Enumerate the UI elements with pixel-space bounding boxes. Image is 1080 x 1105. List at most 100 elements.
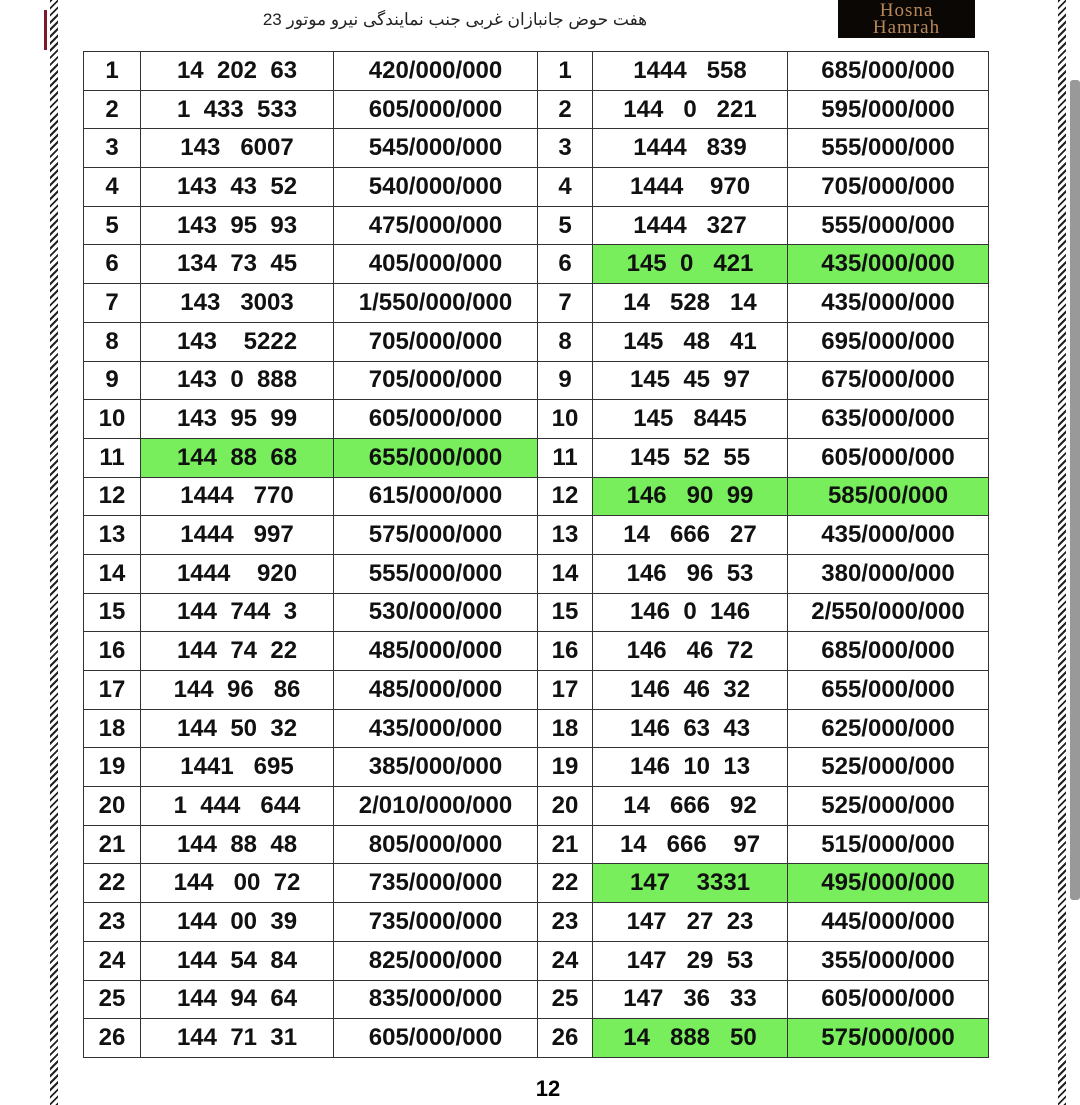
left-plate-number: 144 88 68: [140, 437, 334, 478]
left-plate-number: 144 74 22: [140, 631, 334, 671]
right-plate-number: 14 528 14: [592, 283, 788, 323]
left-price: 530/000/000: [333, 592, 538, 633]
right-plate-number: 146 0 146: [592, 592, 788, 633]
left-price: 485/000/000: [333, 631, 538, 671]
right-row-number: 10: [537, 399, 593, 439]
left-row-number: 24: [83, 940, 141, 981]
table-row: 22 144 00 72 735/000/000 22 147 3331 495/000/…: [83, 863, 989, 904]
right-plate-number: 146 63 43: [592, 708, 788, 749]
table-row: 12 1444 770 615/000/000 12 146 90 99 585/00/0…: [83, 476, 989, 517]
right-plate-number: 145 45 97: [592, 360, 788, 401]
right-plate-number: 147 29 53: [592, 940, 788, 981]
left-plate-number: 1 433 533: [140, 89, 334, 130]
left-price: 385/000/000: [333, 747, 538, 788]
left-plate-number: 144 744 3: [140, 592, 334, 633]
left-plate-number: 1 444 644: [140, 786, 334, 826]
right-row-number: 13: [537, 515, 593, 555]
right-plate-number: 146 10 13: [592, 747, 788, 788]
price-table: 1 14 202 63 420/000/000 1 1444 558 685/000/00…: [83, 51, 989, 1058]
table-row: 1 14 202 63 420/000/000 1 1444 558 685/000/00…: [83, 51, 989, 91]
right-border: [1058, 0, 1066, 1105]
right-price: 605/000/000: [787, 979, 989, 1020]
left-price: 545/000/000: [333, 128, 538, 169]
left-plate-number: 134 73 45: [140, 244, 334, 285]
left-price: 605/000/000: [333, 89, 538, 130]
left-row-number: 25: [83, 979, 141, 1020]
right-plate-number: 145 52 55: [592, 437, 788, 478]
right-price: 695/000/000: [787, 321, 989, 362]
right-row-number: 14: [537, 553, 593, 594]
left-plate-number: 143 6007: [140, 128, 334, 169]
right-row-number: 24: [537, 940, 593, 981]
right-plate-number: 1444 558: [592, 51, 788, 91]
left-row-number: 26: [83, 1018, 141, 1058]
left-price: 835/000/000: [333, 979, 538, 1020]
left-plate-number: 144 94 64: [140, 979, 334, 1020]
right-price: 525/000/000: [787, 786, 989, 826]
right-row-number: 26: [537, 1018, 593, 1058]
right-row-number: 9: [537, 360, 593, 401]
left-price: 405/000/000: [333, 244, 538, 285]
left-price: 575/000/000: [333, 515, 538, 555]
right-price: 355/000/000: [787, 940, 989, 981]
right-price: 605/000/000: [787, 437, 989, 478]
left-price: 735/000/000: [333, 863, 538, 904]
right-price: 585/00/000: [787, 476, 989, 517]
right-row-number: 15: [537, 592, 593, 633]
right-price: 685/000/000: [787, 631, 989, 671]
right-row-number: 20: [537, 786, 593, 826]
table-row: 18 144 50 32 435/000/000 18 146 63 43 625/000…: [83, 708, 989, 749]
left-plate-number: 144 54 84: [140, 940, 334, 981]
right-price: 595/000/000: [787, 89, 989, 130]
right-price: 655/000/000: [787, 670, 989, 710]
left-plate-number: 143 0 888: [140, 360, 334, 401]
right-plate-number: 147 27 23: [592, 902, 788, 942]
left-row-number: 2: [83, 89, 141, 130]
right-row-number: 8: [537, 321, 593, 362]
right-price: 445/000/000: [787, 902, 989, 942]
left-border: [50, 0, 58, 1105]
table-row: 19 1441 695 385/000/000 19 146 10 13 525/000/…: [83, 747, 989, 788]
left-row-number: 19: [83, 747, 141, 788]
left-price: 605/000/000: [333, 399, 538, 439]
left-price: 540/000/000: [333, 167, 538, 207]
table-row: 3 143 6007 545/000/000 3 1444 839 555/000/000: [83, 128, 989, 169]
left-price: 2/010/000/000: [333, 786, 538, 826]
right-row-number: 23: [537, 902, 593, 942]
right-price: 515/000/000: [787, 824, 989, 865]
right-plate-number: 14 666 92: [592, 786, 788, 826]
right-price: 555/000/000: [787, 128, 989, 169]
right-row-number: 6: [537, 244, 593, 285]
left-plate-number: 1444 920: [140, 553, 334, 594]
table-row: 5 143 95 93 475/000/000 5 1444 327 555/000/00…: [83, 205, 989, 246]
right-row-number: 16: [537, 631, 593, 671]
right-plate-number: 1444 970: [592, 167, 788, 207]
left-row-number: 6: [83, 244, 141, 285]
scrollbar[interactable]: [1070, 80, 1080, 900]
left-plate-number: 1444 770: [140, 476, 334, 517]
left-row-number: 12: [83, 476, 141, 517]
left-plate-number: 144 00 72: [140, 863, 334, 904]
left-row-number: 13: [83, 515, 141, 555]
left-price: 615/000/000: [333, 476, 538, 517]
left-price: 735/000/000: [333, 902, 538, 942]
left-price: 605/000/000: [333, 1018, 538, 1058]
right-price: 435/000/000: [787, 244, 989, 285]
right-row-number: 1: [537, 51, 593, 91]
right-plate-number: 144 0 221: [592, 89, 788, 130]
left-price: 435/000/000: [333, 708, 538, 749]
table-row: 6 134 73 45 405/000/000 6 145 0 421 435/000/0…: [83, 244, 989, 285]
right-price: 380/000/000: [787, 553, 989, 594]
right-plate-number: 1444 839: [592, 128, 788, 169]
right-plate-number: 146 46 72: [592, 631, 788, 671]
left-price: 655/000/000: [333, 437, 538, 478]
table-row: 7 143 3003 1/550/000/000 7 14 528 14 435/000/…: [83, 283, 989, 323]
left-plate-number: 1444 997: [140, 515, 334, 555]
right-row-number: 18: [537, 708, 593, 749]
left-plate-number: 1441 695: [140, 747, 334, 788]
table-row: 14 1444 920 555/000/000 14 146 96 53 380/000/…: [83, 553, 989, 594]
left-price: 805/000/000: [333, 824, 538, 865]
right-row-number: 3: [537, 128, 593, 169]
table-row: 17 144 96 86 485/000/000 17 146 46 32 655/000…: [83, 670, 989, 710]
right-plate-number: 1444 327: [592, 205, 788, 246]
